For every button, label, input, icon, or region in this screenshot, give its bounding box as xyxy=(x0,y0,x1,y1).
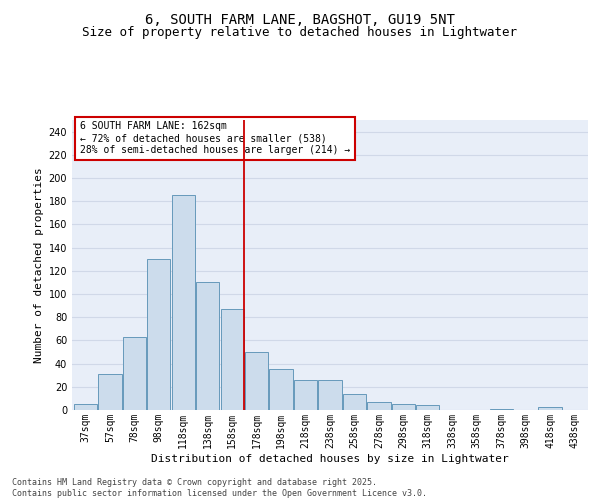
Bar xyxy=(123,337,146,410)
Bar xyxy=(319,380,341,410)
Bar xyxy=(294,380,317,410)
Text: 6 SOUTH FARM LANE: 162sqm
← 72% of detached houses are smaller (538)
28% of semi: 6 SOUTH FARM LANE: 162sqm ← 72% of detac… xyxy=(80,122,350,154)
Bar xyxy=(392,404,415,410)
Bar xyxy=(538,406,562,410)
Y-axis label: Number of detached properties: Number of detached properties xyxy=(34,167,44,363)
Bar xyxy=(416,406,439,410)
Bar xyxy=(98,374,122,410)
Bar xyxy=(343,394,366,410)
Bar xyxy=(74,404,97,410)
Text: 6, SOUTH FARM LANE, BAGSHOT, GU19 5NT: 6, SOUTH FARM LANE, BAGSHOT, GU19 5NT xyxy=(145,12,455,26)
Bar xyxy=(147,259,170,410)
Text: Size of property relative to detached houses in Lightwater: Size of property relative to detached ho… xyxy=(83,26,517,39)
Bar xyxy=(245,352,268,410)
X-axis label: Distribution of detached houses by size in Lightwater: Distribution of detached houses by size … xyxy=(151,454,509,464)
Bar xyxy=(221,309,244,410)
Bar xyxy=(196,282,220,410)
Bar xyxy=(172,196,195,410)
Bar xyxy=(490,409,513,410)
Bar xyxy=(269,370,293,410)
Bar xyxy=(367,402,391,410)
Text: Contains HM Land Registry data © Crown copyright and database right 2025.
Contai: Contains HM Land Registry data © Crown c… xyxy=(12,478,427,498)
